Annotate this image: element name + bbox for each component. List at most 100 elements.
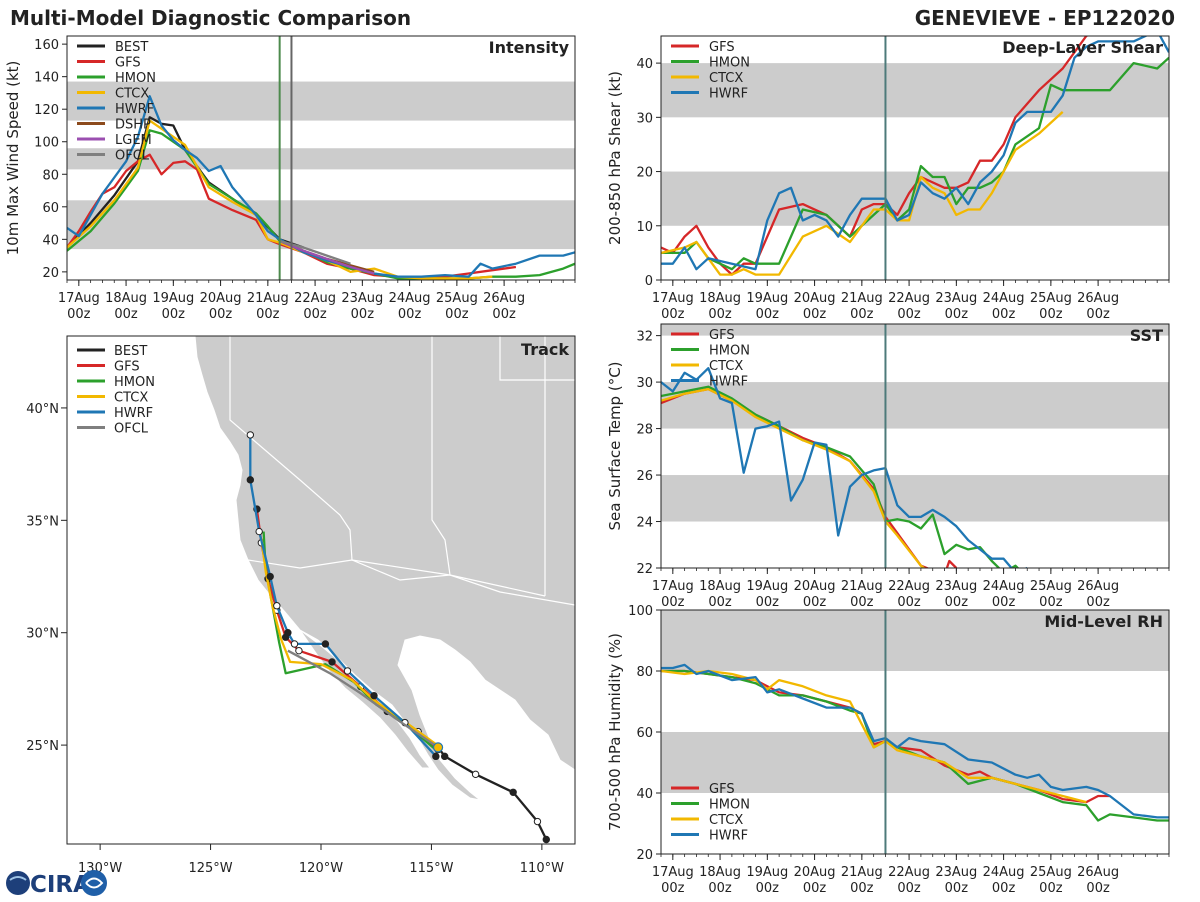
intensity-ytick-label: 20 <box>42 266 59 281</box>
intensity-xtick-day: 18Aug <box>105 291 147 306</box>
rh-legend-label-hwrf: HWRF <box>709 829 748 844</box>
sst-ytick-label: 32 <box>636 330 653 345</box>
track-title: Track <box>521 340 569 359</box>
sst-xtick-hour: 00z <box>992 595 1016 610</box>
intensity-ytick-label: 120 <box>34 103 59 118</box>
intensity-xtick-day: 19Aug <box>152 291 194 306</box>
track-point-best <box>509 788 517 797</box>
rh-xtick-day: 23Aug <box>935 865 977 880</box>
shear-title: Deep-Layer Shear <box>1002 38 1163 57</box>
track-point-hwrf <box>246 431 255 439</box>
rh-band-1 <box>661 610 1169 671</box>
intensity-ylabel: 10m Max Wind Speed (kt) <box>4 61 22 256</box>
track-xtick-label: 125°W <box>188 861 232 876</box>
shear-series-group <box>661 36 1169 276</box>
rh-panel: 2040608010017Aug00z18Aug00z19Aug00z20Aug… <box>606 604 1170 896</box>
shear-xtick-hour: 00z <box>1039 307 1063 322</box>
rh-band-0 <box>661 732 1169 793</box>
track-point-best <box>533 817 542 826</box>
shear-xtick-hour: 00z <box>661 307 685 322</box>
intensity-xtick-hour: 00z <box>398 307 422 322</box>
intensity-ytick-label: 40 <box>42 233 59 248</box>
rh-xtick-hour: 00z <box>708 881 732 896</box>
intensity-xtick-hour: 00z <box>209 307 233 322</box>
sst-xtick-hour: 00z <box>1086 595 1110 610</box>
intensity-frame <box>66 35 576 281</box>
shear-xtick-hour: 00z <box>708 307 732 322</box>
rh-xtick-hour: 00z <box>945 881 969 896</box>
track-point-hwrf <box>321 640 330 648</box>
track-point-best <box>542 835 550 844</box>
sst-xtick-hour: 00z <box>803 595 827 610</box>
shear-ytick-label: 20 <box>636 166 653 181</box>
intensity-xtick-hour: 00z <box>256 307 280 322</box>
rh-ytick-label: 100 <box>628 604 653 619</box>
track-ytick-label: 35°N <box>26 514 59 529</box>
track-panel: 130°W 125°W 120°W 115°W 110°W25°N30°N35°N40°… <box>26 335 576 876</box>
intensity-legend-label-gfs: GFS <box>115 56 141 71</box>
sst-xtick-day: 21Aug <box>841 579 883 594</box>
intensity-legend-label-hmon: HMON <box>115 71 156 86</box>
intensity-xtick-hour: 00z <box>303 307 327 322</box>
track-ytick-label: 40°N <box>26 402 59 417</box>
sst-series-hwrf <box>661 367 1028 568</box>
rh-xtick-day: 24Aug <box>983 865 1025 880</box>
track-point-hwrf <box>432 752 440 761</box>
shear-xtick-day: 24Aug <box>983 291 1025 306</box>
rh-ytick-label: 20 <box>636 848 653 863</box>
rh-ytick-label: 80 <box>636 665 653 680</box>
sst-xtick-day: 20Aug <box>794 579 836 594</box>
intensity-ytick-label: 100 <box>34 136 59 151</box>
rh-xtick-hour: 00z <box>756 881 780 896</box>
logo-text: CIRA <box>30 872 91 898</box>
sst-ylabel: Sea Surface Temp (°C) <box>606 361 624 530</box>
intensity-xtick-day: 17Aug <box>58 291 100 306</box>
rh-xtick-hour: 00z <box>1086 881 1110 896</box>
shear-xtick-hour: 00z <box>850 307 874 322</box>
intensity-ytick-label: 80 <box>42 168 59 183</box>
track-legend-label-best: BEST <box>114 344 147 359</box>
sst-legend-label-gfs: GFS <box>709 328 735 343</box>
intensity-xtick-day: 20Aug <box>200 291 242 306</box>
intensity-xtick-day: 25Aug <box>436 291 478 306</box>
shear-xtick-day: 25Aug <box>1030 291 1072 306</box>
sst-band-1 <box>661 382 1169 429</box>
rh-xtick-day: 22Aug <box>888 865 930 880</box>
track-point-hwrf <box>343 667 352 675</box>
shear-xtick-hour: 00z <box>992 307 1016 322</box>
storm-name: GENEVIEVE - EP122020 <box>915 6 1175 30</box>
globe-icon <box>6 871 30 895</box>
intensity-ytick-label: 60 <box>42 201 59 216</box>
track-series-group <box>246 431 550 844</box>
sst-xtick-hour: 00z <box>945 595 969 610</box>
sst-ytick-label: 28 <box>636 423 653 438</box>
state-border-ca-nv <box>229 336 353 561</box>
track-point-hwrf <box>266 572 274 581</box>
sst-legend-label-hmon: HMON <box>709 344 750 359</box>
track-legend-label-ctcx: CTCX <box>114 391 148 406</box>
track-ytick-label: 30°N <box>26 627 59 642</box>
track-legend-label-ofcl: OFCL <box>114 422 149 437</box>
track-current-position <box>432 742 444 753</box>
rh-ytick-label: 40 <box>636 787 653 802</box>
intensity-xtick-day: 22Aug <box>294 291 336 306</box>
shear-xtick-hour: 00z <box>945 307 969 322</box>
sst-legend-label-hwrf: HWRF <box>709 375 748 390</box>
sst-band-2 <box>661 324 1169 336</box>
sst-xtick-day: 23Aug <box>935 579 977 594</box>
us-mexico-border <box>247 559 575 606</box>
sst-frame <box>660 323 1170 569</box>
sst-panel: 22242628303217Aug00z18Aug00z19Aug00z20Au… <box>606 323 1170 610</box>
sst-ytick-label: 26 <box>636 469 653 484</box>
track-legend-label-hmon: HMON <box>114 375 155 390</box>
sst-xtick-hour: 00z <box>850 595 874 610</box>
rh-legend-label-hmon: HMON <box>709 798 750 813</box>
sst-xtick-day: 24Aug <box>983 579 1025 594</box>
sst-legend-label-ctcx: CTCX <box>709 359 743 374</box>
track-point-gfs <box>328 658 336 666</box>
rh-xtick-day: 17Aug <box>652 865 694 880</box>
rh-series-hmon <box>661 669 1169 822</box>
shear-xtick-day: 22Aug <box>888 291 930 306</box>
track-xtick-label: 115°W <box>409 861 453 876</box>
intensity-band-0 <box>67 200 575 250</box>
